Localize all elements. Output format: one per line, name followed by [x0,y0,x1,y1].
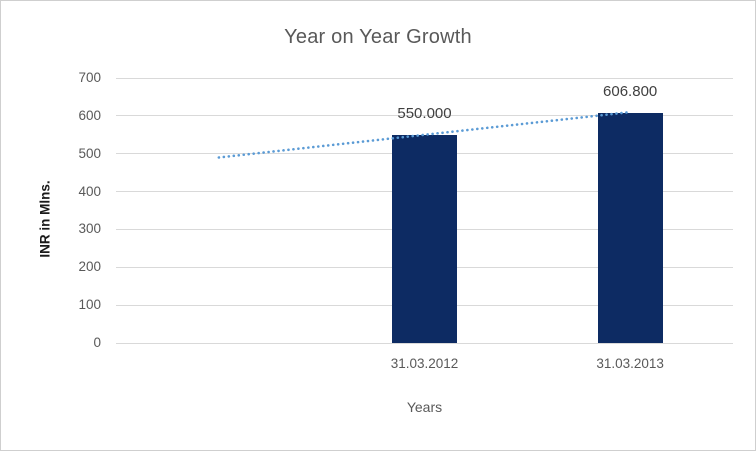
y-axis-tick-label: 100 [78,297,101,313]
gridline [116,77,733,79]
y-axis-tick-label: 700 [78,70,101,85]
x-axis-tick-label: 31.03.2012 [390,356,459,371]
x-axis-title: Years [406,399,443,415]
y-axis-tick-label: 300 [78,221,101,237]
bar-31.03.2012 [392,134,457,343]
y-axis-tick-label: 500 [78,145,101,161]
y-axis-tick-label: 0 [93,335,101,350]
y-axis-tick-label: 600 [78,107,101,123]
y-axis-tick-label: 200 [78,259,101,275]
x-axis-tick-label: 31.03.2013 [596,356,664,371]
y-axis-tick-label: 400 [78,183,101,199]
bar-data-label: 606.800 [603,83,658,101]
gridline [116,342,733,344]
chart-title: Year on Year Growth [284,26,472,48]
bar-31.03.2013 [597,113,663,343]
bar-data-label: 550.000 [397,104,452,122]
